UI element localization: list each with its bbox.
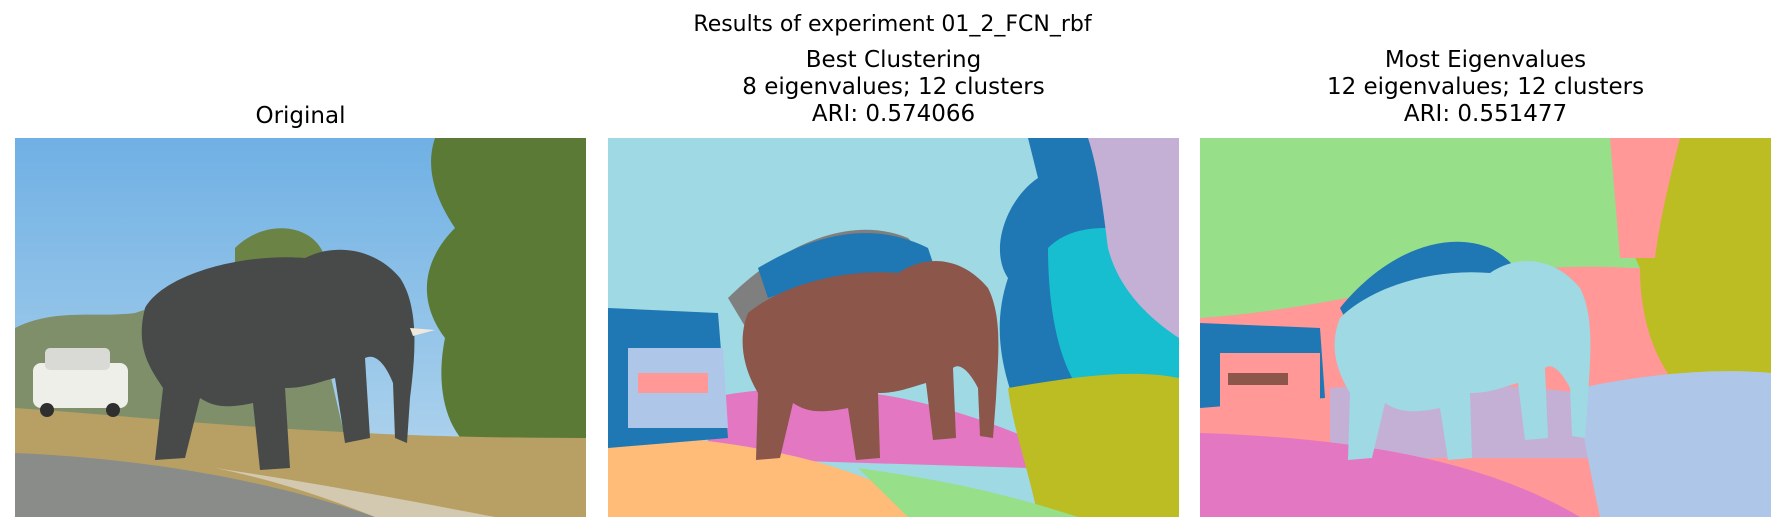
panel-title-original: Original <box>15 103 586 130</box>
road <box>15 453 375 517</box>
panel-title-line: Best Clustering <box>805 47 982 73</box>
panel-subtitle-ari: ARI: 0.574066 <box>811 101 976 127</box>
cluster-elephant-brown <box>742 261 999 460</box>
car-body <box>33 363 128 408</box>
most-eigenvalues-panel <box>1200 138 1771 517</box>
original-image-panel <box>15 138 586 517</box>
panel-subtitle-ari: ARI: 0.551477 <box>1403 101 1568 127</box>
most-eigenvalues-segmentation <box>1200 138 1771 517</box>
panel-title-best-clustering: Best Clustering 8 eigenvalues; 12 cluste… <box>608 47 1179 128</box>
panel-title-line: Most Eigenvalues <box>1384 47 1587 73</box>
cluster-car-salmon <box>1220 353 1320 428</box>
cluster-trees-salmon <box>1610 138 1680 258</box>
car-wheel <box>106 403 120 417</box>
cluster-elephant-lightblue <box>1334 261 1591 460</box>
cluster-road-orange <box>608 433 938 517</box>
cluster-car-salmon <box>638 373 708 393</box>
panel-title-line: Original <box>255 103 346 129</box>
cluster-car-brown <box>1228 373 1288 385</box>
cluster-upper-blue <box>758 233 938 298</box>
cluster-ground-olive <box>1008 373 1179 517</box>
best-clustering-segmentation <box>608 138 1179 517</box>
best-clustering-panel <box>608 138 1179 517</box>
elephant-body <box>141 249 415 470</box>
figure-suptitle: Results of experiment 01_2_FCN_rbf <box>693 12 1092 37</box>
cluster-trees-lavender <box>1088 138 1179 338</box>
tree-canopy-right <box>426 138 586 468</box>
cluster-road-pink <box>1200 433 1580 517</box>
panel-title-most-eigenvalues: Most Eigenvalues 12 eigenvalues; 12 clus… <box>1200 47 1771 128</box>
panel-subtitle-eigenvalues: 12 eigenvalues; 12 clusters <box>1326 74 1645 100</box>
panel-subtitle-eigenvalues: 8 eigenvalues; 12 clusters <box>742 74 1045 100</box>
tusk <box>410 328 435 336</box>
car-window <box>45 348 110 370</box>
road-verge <box>215 468 495 517</box>
car-wheel <box>40 403 54 417</box>
cluster-verge-green <box>858 468 1078 517</box>
original-photo <box>15 138 586 517</box>
cluster-ground-paleblue <box>1580 371 1771 517</box>
